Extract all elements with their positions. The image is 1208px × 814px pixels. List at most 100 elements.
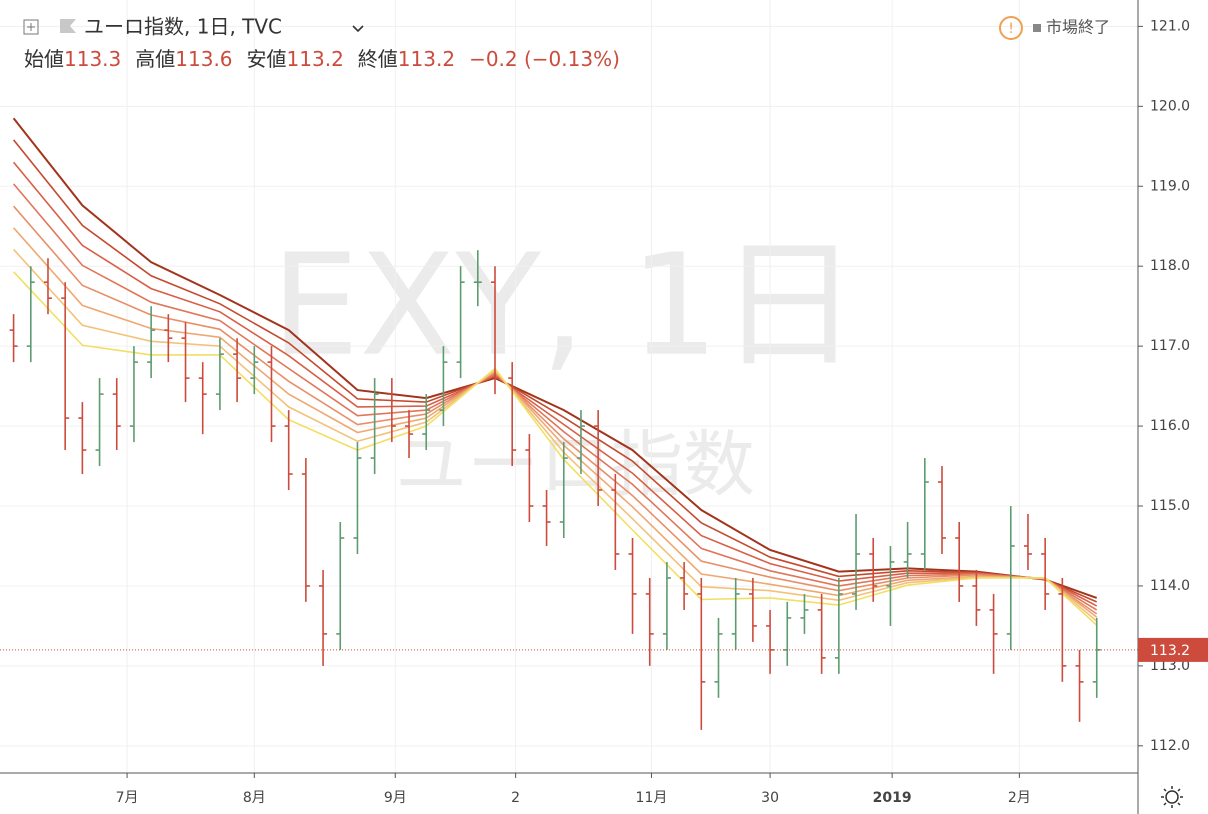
ohlc-item: 113.6 bbox=[175, 47, 232, 71]
ohlc-bar bbox=[9, 314, 18, 363]
ohlc-bar bbox=[594, 410, 603, 507]
ohlc-item: 始値 bbox=[24, 47, 64, 71]
ohlc-bar bbox=[886, 545, 895, 626]
ohlc-bar bbox=[61, 282, 70, 451]
y-tick-label: 115.0 bbox=[1150, 498, 1190, 514]
ohlc-text: 始値113.3 高値113.6 安値113.2 終値113.2 −0.2 (−0.13%… bbox=[24, 47, 620, 71]
x-tick-label: 2019 bbox=[873, 790, 912, 806]
expand-icon-plus bbox=[27, 23, 35, 31]
y-tick-label: 118.0 bbox=[1150, 258, 1190, 274]
ohlc-bar bbox=[336, 521, 345, 650]
ohlc-bar bbox=[215, 338, 224, 411]
symbol-title: ユーロ指数, 1日, TVC bbox=[84, 15, 282, 39]
ohlc-bar bbox=[319, 569, 328, 666]
y-tick-label: 120.0 bbox=[1150, 98, 1190, 114]
gear[interactable] bbox=[1165, 790, 1179, 804]
ohlc-bar bbox=[611, 474, 620, 570]
y-tick-label: 119.0 bbox=[1150, 178, 1190, 194]
ohlc-item: 安値 bbox=[247, 47, 287, 71]
ohlc-bar bbox=[1075, 649, 1084, 722]
market-status: 市場終了 bbox=[1046, 18, 1110, 37]
ohlc-bar bbox=[903, 521, 912, 578]
ohlc-legend: 始値113.3 高値113.6 安値113.2 終値113.2 −0.2 (−0.13%… bbox=[24, 47, 620, 71]
ohlc-bar bbox=[800, 593, 809, 634]
ohlc-bar bbox=[370, 378, 379, 475]
ohlc-bar bbox=[542, 490, 551, 546]
ohlc-bar bbox=[164, 314, 173, 363]
ohlc-bar bbox=[147, 306, 156, 379]
ohlc-bar bbox=[989, 593, 998, 674]
watermark-main: EXY, 1日 bbox=[271, 225, 859, 388]
ohlc-bar bbox=[198, 362, 207, 435]
last-price-box bbox=[1138, 637, 1208, 662]
x-tick-label: 7月 bbox=[116, 790, 139, 806]
axes: 112.0113.0114.0115.0116.0117.0118.0119.0… bbox=[116, 18, 1208, 806]
plot bbox=[0, 117, 1138, 730]
ohlc-bar bbox=[766, 609, 775, 674]
ohlc-bar bbox=[439, 346, 448, 427]
ohlc-bar bbox=[250, 346, 259, 395]
moving-average-line bbox=[12, 161, 1098, 607]
ohlc-bar bbox=[26, 266, 35, 363]
ohlc-bar bbox=[1041, 537, 1050, 610]
ohlc-bar bbox=[353, 442, 362, 554]
y-tick-label: 117.0 bbox=[1150, 338, 1190, 354]
ohlc-bar bbox=[869, 537, 878, 602]
expand-icon[interactable] bbox=[23, 19, 39, 35]
ohlc-bar bbox=[1023, 514, 1032, 570]
ohlc-bar bbox=[938, 466, 947, 554]
ohlc-bar bbox=[301, 458, 310, 602]
ohlc-bar bbox=[387, 378, 396, 443]
ohlc-item: 113.3 bbox=[64, 47, 121, 71]
flag-icon[interactable] bbox=[60, 19, 76, 33]
moving-average-line bbox=[12, 139, 1098, 603]
x-tick-label: 8月 bbox=[243, 790, 266, 806]
ohlc-item: 113.2 bbox=[398, 47, 455, 71]
ohlc-bar bbox=[129, 346, 138, 443]
y-tick-label: 121.0 bbox=[1150, 18, 1190, 34]
ohlc-bar bbox=[680, 561, 689, 610]
ohlc-bar bbox=[731, 577, 740, 650]
ohlc-bar bbox=[43, 258, 52, 315]
ohlc-bar bbox=[233, 338, 242, 403]
x-tick-label: 2 bbox=[511, 790, 520, 806]
x-tick-label: 11月 bbox=[636, 790, 668, 806]
ohlc-bar bbox=[405, 410, 414, 459]
ohlc-bar bbox=[834, 577, 843, 674]
last-price-label: 113.2 bbox=[1150, 643, 1190, 659]
moving-average-line bbox=[12, 205, 1098, 615]
ohlc-bar bbox=[576, 410, 585, 475]
ohlc-bar bbox=[508, 362, 517, 467]
ohlc-bar bbox=[1006, 506, 1015, 650]
ohlc-bar bbox=[181, 322, 190, 403]
x-tick-label: 30 bbox=[761, 790, 779, 806]
ohlc-item: 終値 bbox=[358, 47, 398, 71]
x-tick-label: 2月 bbox=[1008, 790, 1031, 806]
ohlc-bar bbox=[559, 442, 568, 538]
watermark-sub: ユーロ指数 bbox=[395, 423, 755, 507]
ohlc-bar bbox=[920, 458, 929, 570]
ohlc-bar bbox=[852, 514, 861, 610]
ohlc-bar bbox=[955, 521, 964, 602]
y-tick-label: 114.0 bbox=[1150, 578, 1190, 594]
x-tick-label: 9月 bbox=[384, 790, 407, 806]
ohlc-bar bbox=[267, 346, 276, 443]
watermark: EXY, 1日 ユーロ指数 bbox=[271, 225, 859, 507]
settings-icon[interactable] bbox=[1161, 786, 1183, 808]
warning-icon[interactable] bbox=[999, 16, 1023, 40]
dropdown-icon[interactable] bbox=[352, 25, 364, 33]
ohlc-bar bbox=[456, 266, 465, 379]
moving-average-line bbox=[12, 183, 1098, 611]
ohlc-bar bbox=[628, 537, 637, 634]
ohlc-bar bbox=[748, 577, 757, 642]
ohlc-bar bbox=[112, 378, 121, 451]
ohlc-bar bbox=[662, 561, 671, 650]
ohlc-bar bbox=[422, 394, 431, 451]
y-tick-label: 112.0 bbox=[1150, 738, 1190, 754]
gear-teeth bbox=[1161, 786, 1183, 808]
ohlc-bar bbox=[817, 593, 826, 674]
ohlc-bar bbox=[697, 577, 706, 730]
ohlc-bar bbox=[525, 434, 534, 522]
